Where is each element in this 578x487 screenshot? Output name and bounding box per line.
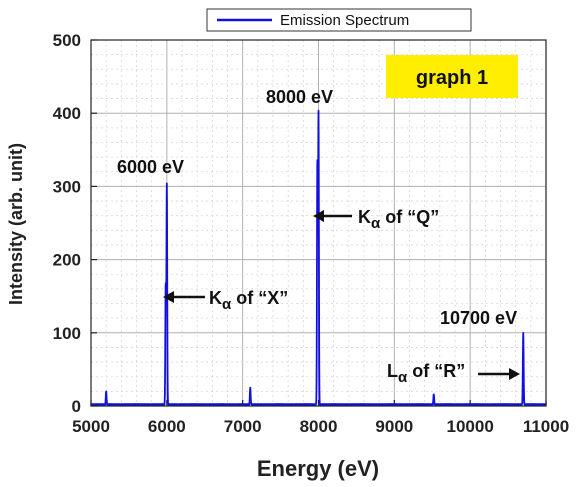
graph-tag-label: graph 1	[416, 67, 488, 89]
spectrum-peak	[164, 284, 167, 287]
spectrum-peak	[432, 393, 435, 396]
peak-label-10700: 10700 eV	[440, 308, 517, 328]
series-layer	[90, 109, 547, 406]
axis-ticks: 5000 6000 7000 8000 9000 10000 11000 0 100 200 300…	[53, 31, 570, 436]
x-tick-label: 8000	[300, 417, 338, 436]
legend-box	[206, 8, 472, 32]
y-tick-label: 200	[53, 251, 81, 270]
annotation-l-alpha-r: Lα of “R”	[387, 361, 520, 386]
annotation-k-alpha-q: Kα of “Q”	[313, 207, 439, 232]
peak-label-6000: 6000 eV	[117, 157, 184, 177]
spectrum-peak	[105, 390, 107, 393]
y-tick-label: 300	[53, 177, 81, 196]
emission-spectrum-line	[90, 109, 547, 406]
annotation-k-alpha-x: Kα of “X”	[163, 288, 288, 313]
label-k-alpha-x: Kα of “X”	[209, 288, 288, 313]
y-tick-label: 500	[53, 31, 81, 50]
x-tick-label: 5000	[72, 417, 110, 436]
legend-label: Emission Spectrum	[280, 12, 409, 29]
y-tick-label: 0	[72, 397, 81, 416]
arrow-x-head	[163, 291, 174, 303]
x-tick-label: 11000	[523, 417, 569, 436]
spectrum-peak	[317, 112, 320, 114]
x-tick-label: 9000	[375, 417, 413, 436]
y-axis-title: Intensity (arb. unit)	[6, 143, 26, 305]
graph-tag: graph 1	[386, 55, 518, 98]
plot-frame	[90, 39, 547, 407]
spectrum-peak	[522, 332, 525, 334]
spectrum-peak	[166, 184, 168, 186]
label-l-alpha-r: Lα of “R”	[387, 361, 465, 386]
arrow-r-head	[509, 368, 520, 380]
arrow-q-head	[313, 210, 324, 222]
x-tick-label: 6000	[148, 417, 186, 436]
y-tick-label: 400	[53, 104, 81, 123]
x-tick-label: 7000	[224, 417, 262, 436]
spectrum-peak	[249, 386, 252, 389]
peak-label-8000: 8000 eV	[266, 87, 333, 107]
spectrum-peak	[316, 159, 319, 162]
x-axis-title: Energy (eV)	[257, 456, 379, 481]
label-k-alpha-q: Kα of “Q”	[358, 207, 439, 232]
legend: Emission Spectrum	[206, 8, 472, 32]
x-tick-label: 10000	[447, 417, 494, 436]
y-tick-label: 100	[53, 324, 81, 343]
graph-tag-background	[386, 55, 518, 98]
